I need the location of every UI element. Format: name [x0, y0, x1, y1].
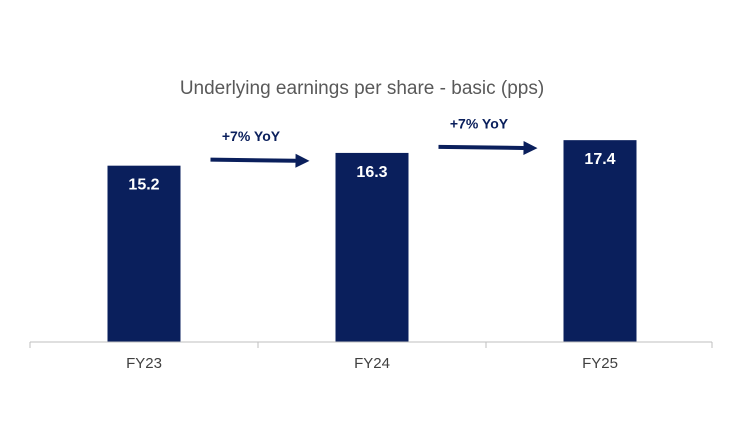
growth-arrowhead-2 — [523, 140, 538, 155]
annotations-group: +7% YoY +7% YoY — [210, 115, 538, 168]
x-tick-label-fy24: FY24 — [354, 355, 390, 372]
growth-arrowhead-1 — [295, 153, 310, 168]
bar-fy25 — [563, 140, 637, 342]
bar-fy23 — [107, 165, 181, 342]
growth-label-2: +7% YoY — [450, 115, 509, 131]
bar-fy24 — [335, 152, 409, 342]
data-label-fy23: 15.2 — [128, 177, 159, 194]
growth-arrow-2 — [438, 144, 524, 150]
growth-label-1: +7% YoY — [222, 128, 281, 144]
data-label-fy25: 17.4 — [584, 151, 615, 168]
x-tick-label-fy23: FY23 — [126, 355, 162, 372]
x-axis-ticks: FY23 FY24 FY25 — [29, 342, 713, 372]
x-tick-label-fy25: FY25 — [582, 355, 618, 372]
growth-arrow-1 — [210, 157, 296, 163]
data-label-fy24: 16.3 — [356, 164, 387, 181]
chart-title: Underlying earnings per share - basic (p… — [180, 78, 544, 99]
bars-group: 15.2 16.3 17.4 — [107, 140, 637, 342]
